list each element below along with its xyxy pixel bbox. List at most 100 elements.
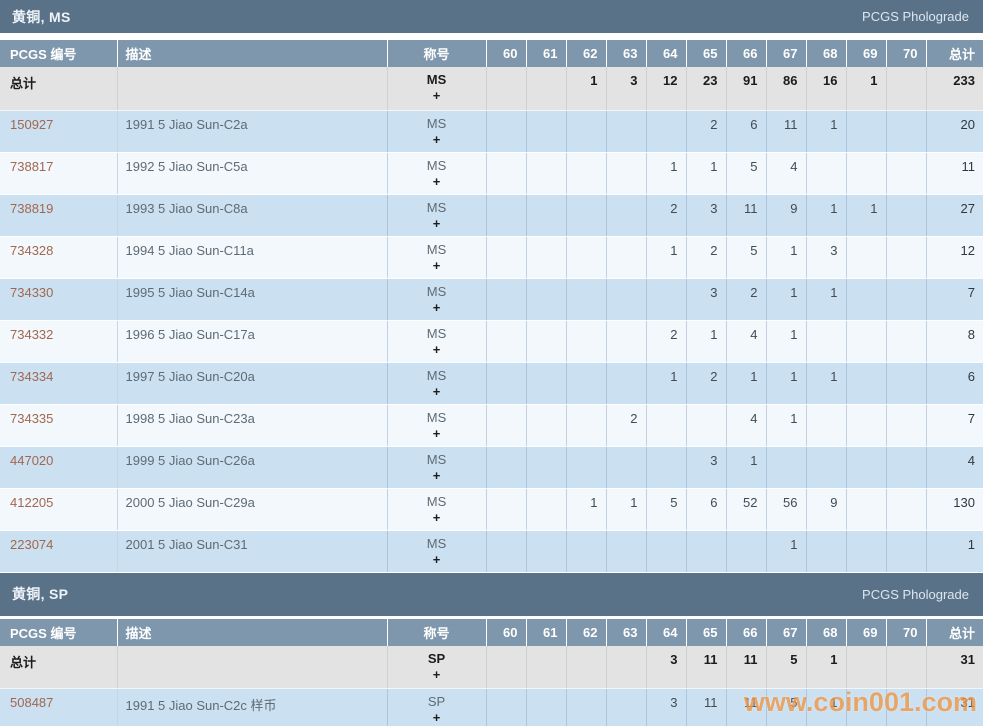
designation-cell: MS + xyxy=(386,110,486,153)
designation-label: MS xyxy=(426,325,447,341)
grade-column-header: 66 xyxy=(725,40,766,67)
grade-count-cell xyxy=(565,645,606,689)
column-header-row: PCGS 编号 描述 称号 60 61 62 63 64 65 66 67 68 69 70 总计 xyxy=(0,618,983,646)
coin-row: 150927 1991 5 Jiao Sun-C2a MS +2 6 11 1 20 xyxy=(0,110,983,153)
grade-count-cell xyxy=(525,688,566,726)
population-table-sp: PCGS 编号 描述 称号 60 61 62 63 64 65 66 67 68 69 70 总计 总计 SP… xyxy=(0,618,983,726)
designation-label: MS xyxy=(426,409,447,425)
pcgs-number-link[interactable]: 150927 xyxy=(10,116,54,132)
designation-label: MS xyxy=(426,451,447,467)
designation-cell: MS + xyxy=(386,194,486,237)
grade-count-cell xyxy=(525,152,566,195)
designation-label: MS xyxy=(426,72,447,87)
grade-count-cell: 9 xyxy=(805,488,846,531)
designation-cell: MS + xyxy=(386,236,486,279)
grade-count-cell xyxy=(805,404,846,447)
pcgs-number-cell: 447020 xyxy=(0,446,117,489)
grade-count-cell xyxy=(485,194,526,237)
designation-label: MS xyxy=(426,199,447,215)
coin-description-cell xyxy=(116,645,387,689)
section-header-bar: 黄铜, SP PCGS Pholograde xyxy=(0,572,983,616)
grade-count-cell xyxy=(845,236,886,279)
grade-count-cell xyxy=(645,530,686,573)
grade-count-cell: 11 xyxy=(685,645,726,689)
grade-count-cell: 56 xyxy=(765,488,806,531)
pcgs-number-link[interactable]: 734328 xyxy=(10,242,54,258)
plus-designation: + xyxy=(432,509,441,525)
grade-count-cell: 1 xyxy=(845,67,886,111)
coin-description-cell: 1996 5 Jiao Sun-C17a xyxy=(116,320,387,363)
pcgs-number-link[interactable]: 412205 xyxy=(10,494,54,510)
coin-description-cell: 1991 5 Jiao Sun-C2a xyxy=(116,110,387,153)
pcgs-number-link[interactable]: 734334 xyxy=(10,368,54,384)
grade-count-cell xyxy=(485,67,526,111)
grade-column-header: 60 xyxy=(485,618,526,646)
grade-column-header: 60 xyxy=(485,40,526,67)
grade-count-cell xyxy=(685,404,726,447)
grade-count-cell: 2 xyxy=(645,320,686,363)
table-body: 总计 SP +3 11 11 5 1 31 508487 1991 5 Jiao Sun-C2c … xyxy=(0,645,983,726)
coin-row: 447020 1999 5 Jiao Sun-C26a MS +3 1 4 xyxy=(0,446,983,489)
grade-count-cell: 12 xyxy=(645,67,686,111)
grade-count-cell xyxy=(605,688,646,726)
plus-designation: + xyxy=(432,425,441,441)
grade-count-cell xyxy=(485,530,526,573)
plus-designation: + xyxy=(432,341,441,357)
coin-description-cell: 1993 5 Jiao Sun-C8a xyxy=(116,194,387,237)
grade-count-cell: 5 xyxy=(725,152,766,195)
row-total-cell: 12 xyxy=(925,236,983,279)
pcgs-number-link[interactable]: 223074 xyxy=(10,536,54,552)
designation-column-header: 称号 xyxy=(386,40,486,67)
pcgs-number-link[interactable]: 734330 xyxy=(10,284,54,300)
coin-description-cell: 1991 5 Jiao Sun-C2c 样币 xyxy=(116,688,387,726)
grade-count-cell xyxy=(525,278,566,321)
grade-count-cell: 1 xyxy=(645,362,686,405)
pcgs-number-cell: 734332 xyxy=(0,320,117,363)
grade-column-header: 65 xyxy=(685,618,726,646)
coin-row: 734328 1994 5 Jiao Sun-C11a MS +1 2 5 1 3 12 xyxy=(0,236,983,279)
grade-count-cell xyxy=(885,530,926,573)
grade-count-cell xyxy=(885,67,926,111)
grade-count-cell xyxy=(525,362,566,405)
grade-count-cell xyxy=(485,236,526,279)
grade-count-cell xyxy=(885,194,926,237)
coin-row: 738817 1992 5 Jiao Sun-C5a MS +1 1 5 4 11 xyxy=(0,152,983,195)
pcgs-number-link[interactable]: 734332 xyxy=(10,326,54,342)
pcgs-number-link[interactable]: 738819 xyxy=(10,200,54,216)
grade-count-cell xyxy=(525,194,566,237)
grade-count-cell xyxy=(845,152,886,195)
coin-row: 734332 1996 5 Jiao Sun-C17a MS +2 1 4 1 8 xyxy=(0,320,983,363)
row-total-cell: 4 xyxy=(925,446,983,489)
grade-count-cell xyxy=(485,645,526,689)
grade-column-header: 61 xyxy=(525,40,566,67)
photograde-link[interactable]: PCGS Pholograde xyxy=(862,586,969,602)
designation-label: MS xyxy=(426,157,447,173)
photograde-link[interactable]: PCGS Pholograde xyxy=(862,9,969,24)
grade-count-cell: 1 xyxy=(845,194,886,237)
designation-label: SP xyxy=(427,650,446,666)
grade-count-cell: 3 xyxy=(685,446,726,489)
grade-count-cell: 91 xyxy=(725,67,766,111)
totals-row: 总计 SP +3 11 11 5 1 31 xyxy=(0,645,983,689)
grade-count-cell xyxy=(525,645,566,689)
grade-count-cell: 2 xyxy=(645,194,686,237)
grade-count-cell: 3 xyxy=(805,236,846,279)
grade-column-header: 61 xyxy=(525,618,566,646)
pcgs-number-link[interactable]: 738817 xyxy=(10,158,54,174)
grade-count-cell xyxy=(805,152,846,195)
grade-count-cell: 1 xyxy=(765,278,806,321)
pcgs-number-link[interactable]: 508487 xyxy=(10,695,54,710)
pcgs-number-link[interactable]: 734335 xyxy=(10,410,54,426)
pcgs-number-cell: 738817 xyxy=(0,152,117,195)
designation-cell: SP + xyxy=(386,645,486,689)
grade-count-cell xyxy=(845,278,886,321)
grade-column-header: 63 xyxy=(605,618,646,646)
pcgs-number-cell: 734334 xyxy=(0,362,117,405)
grade-count-cell xyxy=(645,110,686,153)
grade-count-cell: 11 xyxy=(765,110,806,153)
grade-count-cell xyxy=(885,278,926,321)
grade-count-cell xyxy=(565,530,606,573)
grade-count-cell xyxy=(525,530,566,573)
pcgs-number-link[interactable]: 447020 xyxy=(10,452,54,468)
